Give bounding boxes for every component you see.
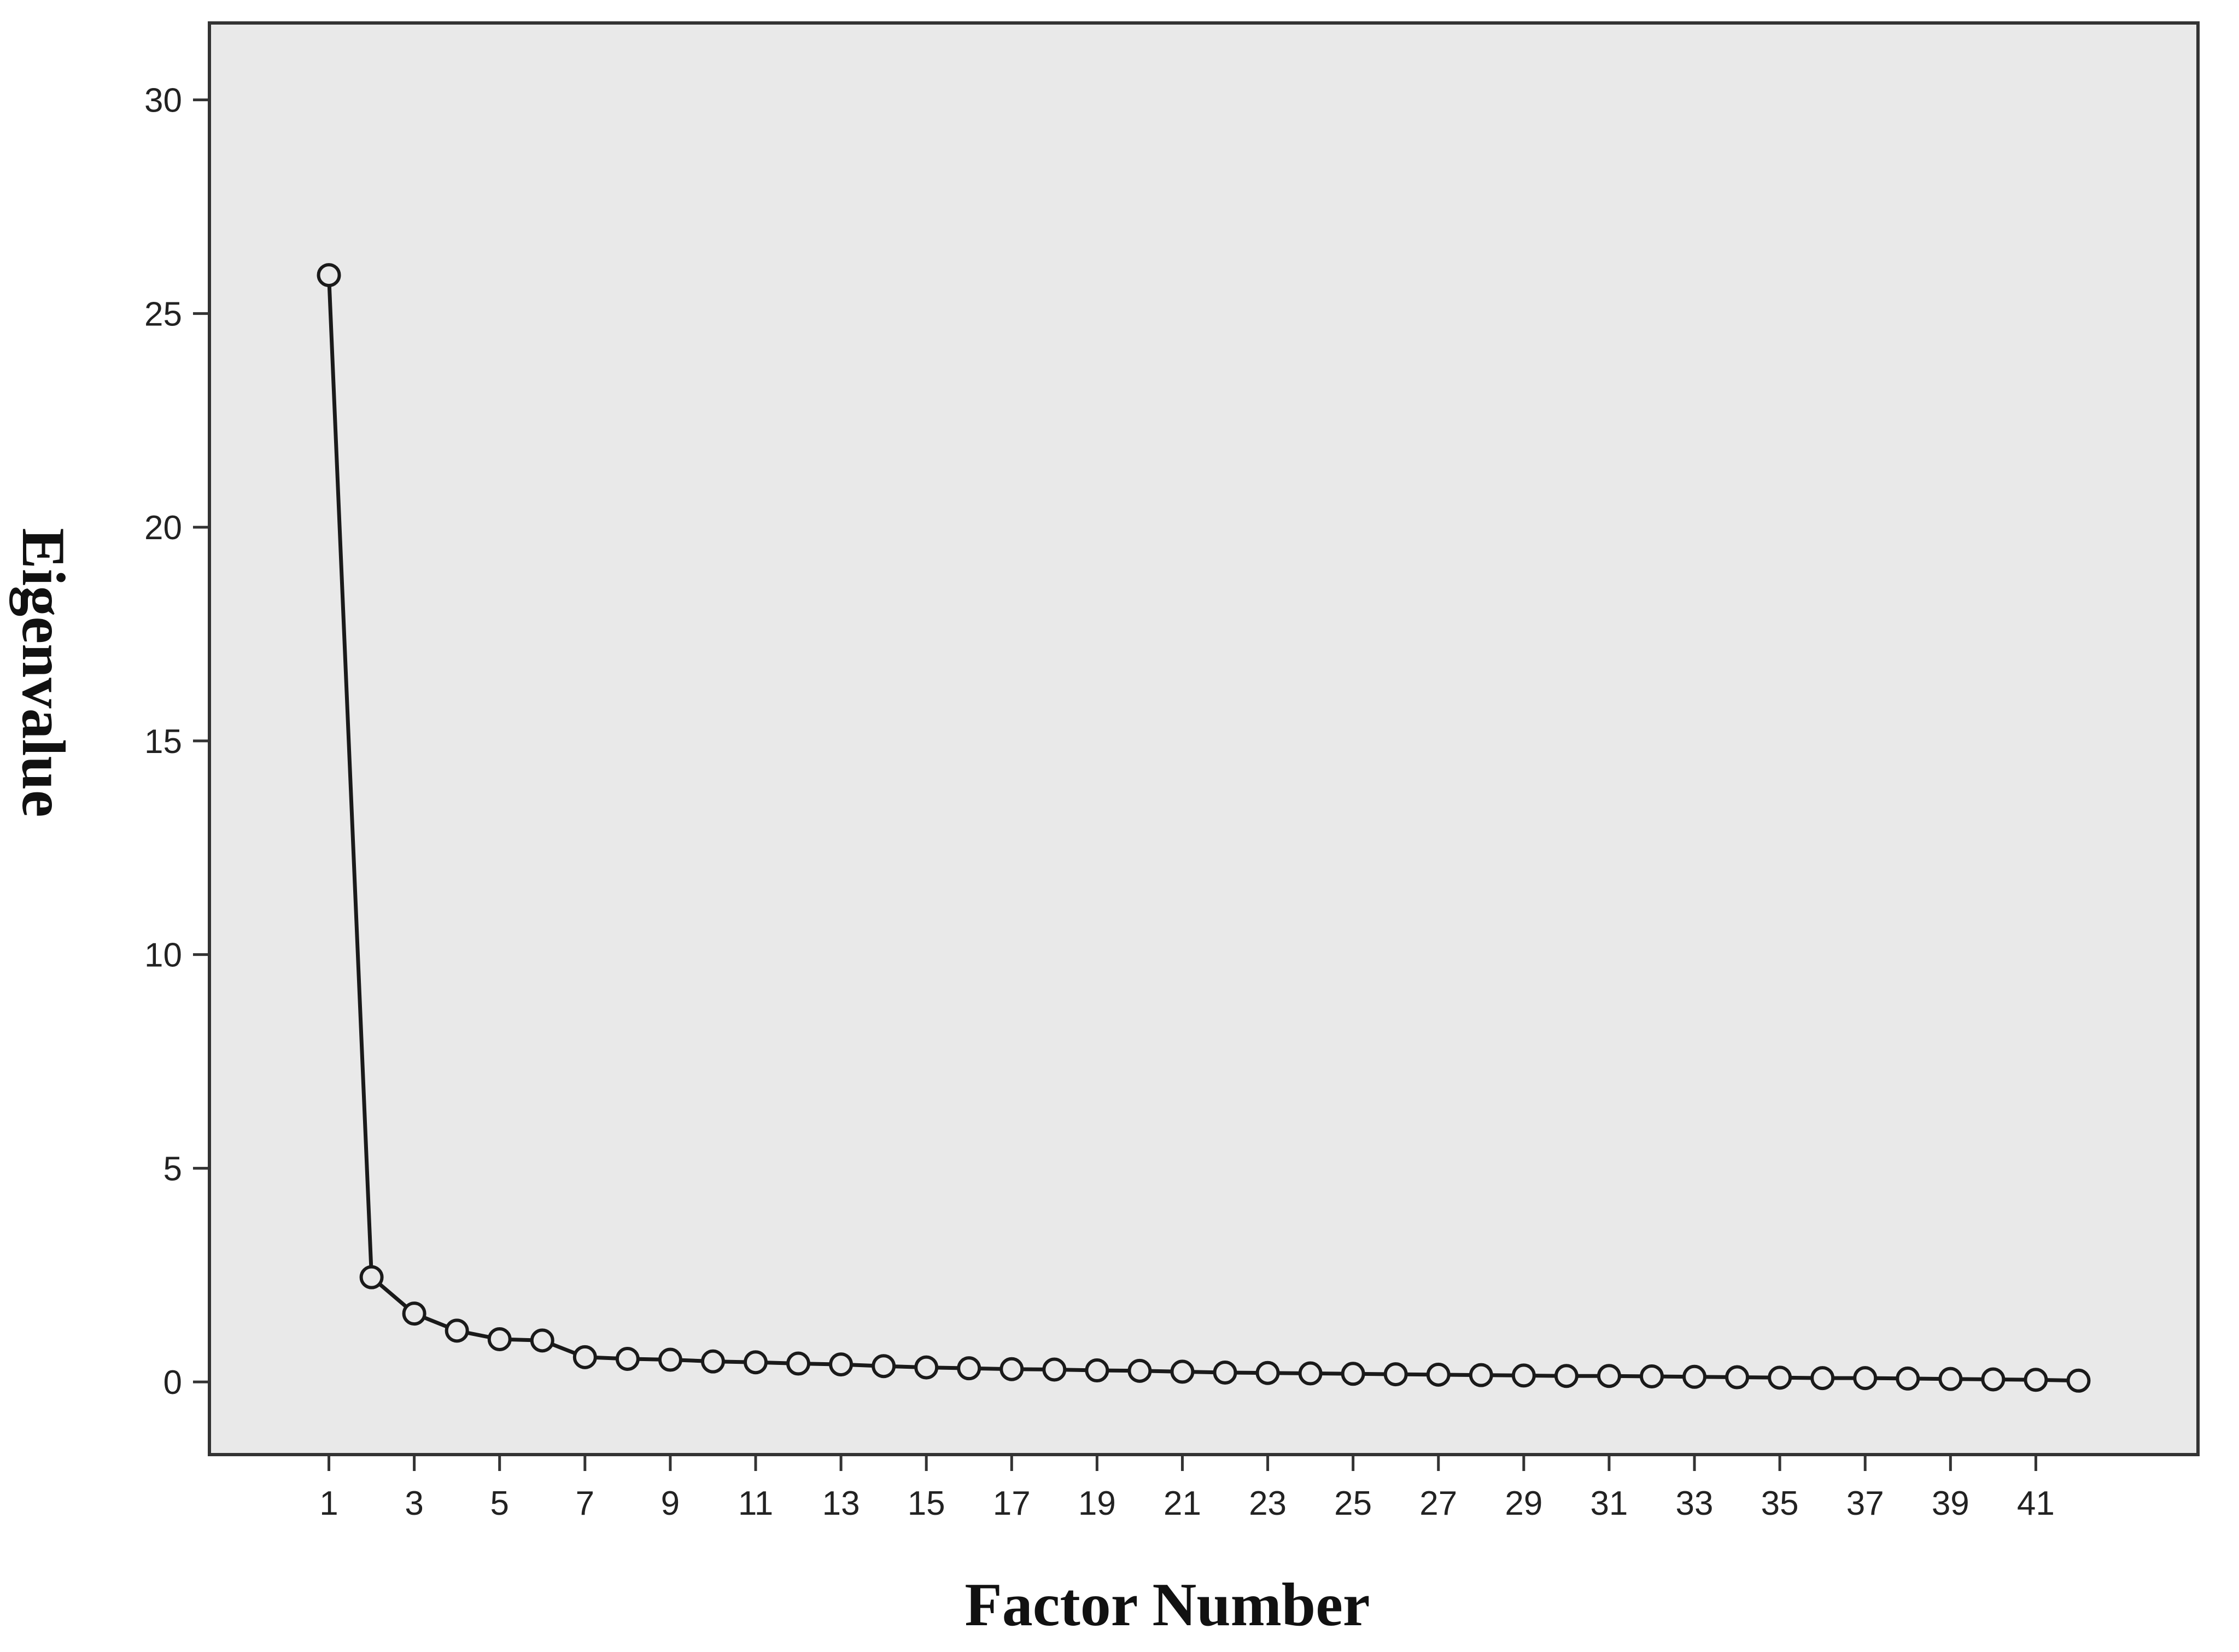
x-tick-label: 13 [822, 1485, 860, 1522]
data-point [1341, 1362, 1365, 1386]
data-point [1255, 1361, 1280, 1385]
x-tick-label: 11 [738, 1485, 773, 1522]
x-axis-ticks: 1 3 5 7 9 11 13 15 17 19 21 23 25 27 29 31 33 35 37 39 41 [319, 1455, 2055, 1522]
x-tick-label: 39 [1932, 1485, 1969, 1522]
y-axis-ticks: 0 5 10 15 20 25 30 [144, 82, 209, 1402]
data-point [1127, 1358, 1152, 1383]
x-tick-label: 29 [1505, 1485, 1542, 1522]
x-axis-title: Factor Number [964, 1571, 1370, 1639]
data-point [2066, 1368, 2091, 1393]
data-point [445, 1318, 469, 1343]
data-point [615, 1346, 640, 1371]
x-tick-label: 17 [993, 1485, 1031, 1522]
x-tick-label: 27 [1419, 1485, 1457, 1522]
data-point [2024, 1368, 2048, 1392]
data-point [999, 1357, 1024, 1381]
y-axis-title: Eigenvalue [9, 528, 77, 818]
data-point [1213, 1360, 1237, 1385]
x-tick-label: 9 [661, 1485, 680, 1522]
y-tick-label: 0 [163, 1364, 182, 1402]
data-point [1469, 1363, 1493, 1387]
plot-area [208, 21, 2200, 1456]
y-tick-label: 15 [144, 723, 182, 761]
x-tick-label: 25 [1334, 1485, 1372, 1522]
data-point [700, 1349, 725, 1374]
x-tick-label: 5 [490, 1485, 508, 1522]
x-tick-label: 15 [908, 1485, 945, 1522]
data-point [1725, 1365, 1750, 1390]
data-point [1042, 1357, 1067, 1382]
y-tick-label: 30 [144, 82, 182, 120]
data-point [786, 1351, 811, 1376]
data-point [1170, 1359, 1195, 1384]
data-point [1597, 1364, 1621, 1388]
eigenvalue-series [317, 263, 2091, 1393]
data-point [359, 1265, 384, 1289]
data-point [1938, 1367, 1963, 1391]
x-tick-label: 19 [1078, 1485, 1116, 1522]
data-point [1639, 1364, 1664, 1388]
y-tick-label: 10 [144, 937, 182, 974]
x-tick-label: 23 [1249, 1485, 1287, 1522]
data-point [1554, 1364, 1579, 1388]
data-point [1383, 1362, 1408, 1387]
data-point [1298, 1361, 1323, 1386]
y-tick-label: 20 [144, 509, 182, 547]
data-point [914, 1355, 939, 1380]
data-point [1682, 1364, 1707, 1389]
data-point [1853, 1366, 1878, 1391]
y-tick-label: 5 [163, 1150, 182, 1188]
x-tick-label: 31 [1590, 1485, 1628, 1522]
data-point [1768, 1365, 1792, 1390]
data-point [658, 1347, 682, 1372]
data-point [1426, 1362, 1451, 1387]
data-point [530, 1328, 554, 1353]
data-point [487, 1327, 512, 1351]
x-tick-label: 7 [576, 1485, 594, 1522]
data-point [572, 1345, 597, 1369]
y-tick-label: 25 [144, 295, 182, 333]
x-tick-label: 41 [2017, 1485, 2055, 1522]
data-point [744, 1350, 768, 1375]
data-point [829, 1352, 853, 1377]
data-point [317, 263, 341, 288]
data-point [1896, 1366, 1920, 1391]
data-point [1085, 1358, 1109, 1383]
data-point [402, 1301, 426, 1326]
data-point [1810, 1366, 1835, 1391]
x-tick-label: 37 [1846, 1485, 1884, 1522]
data-point [1981, 1367, 2006, 1392]
x-tick-label: 1 [319, 1485, 338, 1522]
x-tick-label: 33 [1676, 1485, 1714, 1522]
x-tick-label: 3 [405, 1485, 423, 1522]
data-point [957, 1356, 981, 1381]
data-point [872, 1354, 896, 1379]
x-tick-label: 21 [1164, 1485, 1201, 1522]
data-point [1511, 1363, 1536, 1388]
x-tick-label: 35 [1761, 1485, 1799, 1522]
